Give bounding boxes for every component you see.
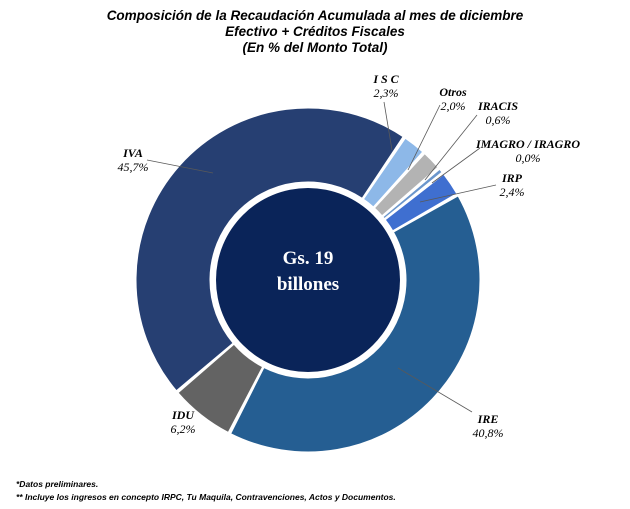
slice-name-imagro-iragro: IMAGRO / IRAGRO bbox=[475, 137, 580, 151]
chart-title-line-1: Composición de la Recaudación Acumulada … bbox=[106, 8, 524, 23]
center-label-line-1: Gs. 19 bbox=[283, 248, 334, 269]
slice-name-i-s-c: I S C bbox=[372, 72, 399, 86]
slice-value-irp: 2,4% bbox=[500, 185, 525, 199]
slice-name-irp: IRP bbox=[501, 171, 523, 185]
slice-ire bbox=[230, 195, 481, 453]
footnotes: *Datos preliminares. ** Incluye los ingr… bbox=[16, 478, 396, 504]
center-label-line-2: billones bbox=[277, 274, 339, 295]
slice-value-ire: 40,8% bbox=[473, 426, 504, 440]
leader-line-i-s-c bbox=[383, 101, 393, 151]
slice-value-idu: 6,2% bbox=[171, 422, 196, 436]
slice-name-idu: IDU bbox=[171, 408, 195, 422]
chart-title-line-3: (En % del Monto Total) bbox=[242, 40, 388, 55]
slice-name-ire: IRE bbox=[477, 412, 499, 426]
leader-line-ire bbox=[397, 367, 473, 413]
chart-title-line-2: Efectivo + Créditos Fiscales bbox=[225, 24, 405, 39]
leader-line-iracis bbox=[424, 114, 478, 181]
slice-value-imagro-iragro: 0,0% bbox=[516, 151, 541, 165]
footnote-preliminary: *Datos preliminares. bbox=[16, 479, 99, 489]
leader-line-irp bbox=[419, 184, 497, 203]
chart-title: Composición de la Recaudación Acumulada … bbox=[0, 8, 630, 56]
slice-value-i-s-c: 2,3% bbox=[374, 86, 399, 100]
center-circle bbox=[216, 188, 400, 372]
slice-value-iva: 45,7% bbox=[118, 160, 149, 174]
slice-value-iracis: 0,6% bbox=[486, 113, 511, 127]
slice-value-otros: 2,0% bbox=[441, 99, 466, 113]
footnote-includes: ** Incluye los ingresos en concepto IRPC… bbox=[16, 492, 396, 502]
slice-name-iracis: IRACIS bbox=[477, 99, 518, 113]
leader-line-imagro-iragro bbox=[431, 147, 481, 184]
leader-line-otros bbox=[407, 104, 441, 171]
slice-name-otros: Otros bbox=[439, 85, 467, 99]
leader-line-iva bbox=[146, 159, 214, 174]
slice-name-iva: IVA bbox=[122, 146, 143, 160]
